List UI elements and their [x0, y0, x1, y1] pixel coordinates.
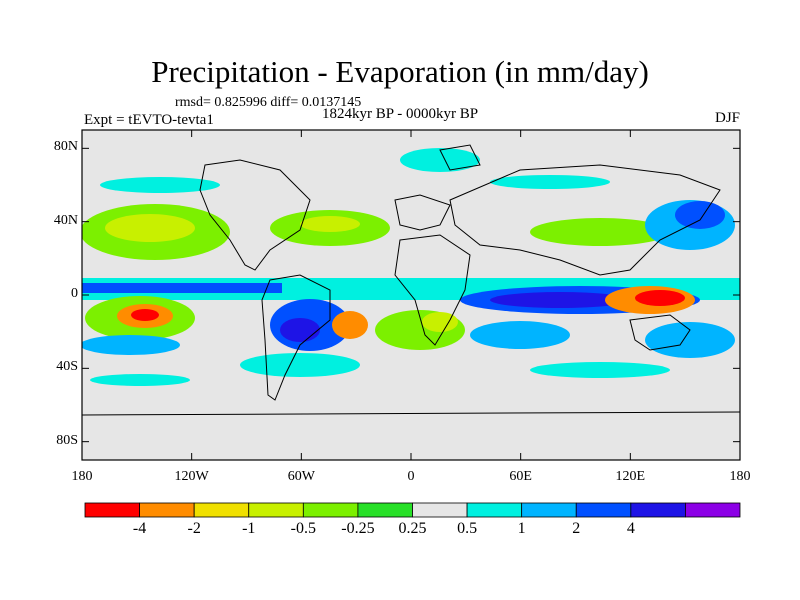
- colorbar-label: 2: [572, 520, 581, 537]
- colorbar-label: -1: [242, 520, 256, 537]
- colorbar-label: 1: [517, 520, 526, 537]
- season-label: DJF: [714, 110, 740, 126]
- colorbar-swatch: [84, 502, 140, 518]
- colorbar-label: 0.5: [457, 520, 478, 537]
- coastlines: [82, 144, 740, 416]
- lon-tick-label: 180: [729, 469, 751, 484]
- colorbar: [84, 502, 741, 518]
- colorbar-swatch: [193, 502, 250, 518]
- colorbar-swatch: [630, 502, 686, 518]
- lon-tick-label: 120W: [174, 469, 209, 484]
- colorbar-label: 0.25: [398, 520, 427, 537]
- lat-tick-label: 40S: [56, 359, 78, 375]
- colorbar-label: -0.5: [290, 520, 316, 537]
- map-title: Precipitation - Evaporation (in mm/day): [151, 54, 649, 89]
- stats-text: rmsd= 0.825996 diff= 0.0137145: [175, 95, 362, 110]
- lat-tick-label: 80N: [53, 139, 78, 155]
- lat-tick-label: 0: [71, 286, 78, 301]
- colorbar-label: 4: [626, 520, 635, 537]
- colorbar-swatch: [248, 502, 304, 518]
- lon-tick-label: 0: [407, 469, 415, 484]
- colorbar-swatch: [357, 502, 413, 518]
- colorbar-swatch: [521, 502, 577, 518]
- colorbar-label: -4: [132, 520, 147, 537]
- lon-tick-label: 180: [71, 469, 93, 484]
- period-text: 1824kyr BP - 0000kyr BP: [322, 106, 479, 122]
- lon-tick-label: 120E: [615, 469, 646, 484]
- lat-tick-label: 80S: [56, 432, 78, 448]
- colorbar-swatch: [466, 502, 523, 518]
- colorbar-swatch: [575, 502, 632, 518]
- axis-ticks: [81, 130, 741, 460]
- lon-tick-label: 60W: [287, 469, 315, 484]
- colorbar-swatch: [685, 502, 741, 518]
- colorbar-swatch: [139, 502, 195, 518]
- lat-tick-label: 40N: [53, 212, 78, 228]
- colorbar-label: -2: [187, 520, 201, 537]
- lon-tick-label: 60E: [509, 469, 532, 484]
- colorbar-swatch: [412, 502, 468, 518]
- colorbar-swatch: [302, 502, 359, 518]
- colorbar-label: -0.25: [341, 520, 375, 537]
- experiment-label: Expt = tEVTO-tevta1: [84, 112, 214, 128]
